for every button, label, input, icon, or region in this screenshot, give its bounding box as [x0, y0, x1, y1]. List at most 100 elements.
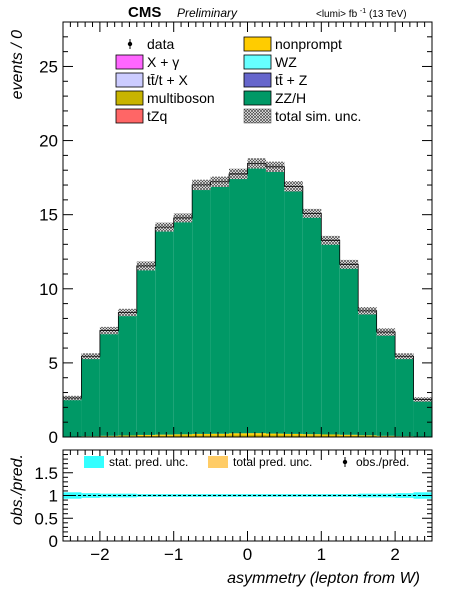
bar-multiboson-4 [136, 435, 156, 437]
legend-wz-swatch [243, 54, 272, 70]
bar-zz-h-9 [229, 173, 248, 434]
legend-tt-t-x-label: tt̄/t + X [147, 72, 189, 88]
x-tick-label: 0 [243, 545, 252, 564]
bar-nonprompt-6 [173, 434, 193, 436]
bar-zz-h-2 [99, 330, 119, 436]
bar-zz-h-13 [302, 213, 322, 435]
bar-nonprompt-10 [247, 433, 266, 435]
ratio-y-axis-label: obs./pred. [9, 454, 26, 525]
main-y-tick-label: 15 [39, 206, 58, 225]
main-y-tick-label: 0 [49, 428, 58, 447]
main-y-tick-label: 10 [39, 280, 58, 299]
bar-multiboson-6 [173, 435, 193, 437]
bar-nonprompt-7 [192, 433, 211, 436]
bar-zz-h-12 [284, 186, 303, 434]
ratio-legend: stat. pred. unc. total pred. unc. obs./pre… [84, 455, 409, 469]
bar-multiboson-10 [247, 434, 266, 437]
bar-zz-h-10 [247, 163, 266, 434]
bar-zz-h-18 [395, 356, 414, 437]
bar-zz-h-1 [81, 356, 100, 437]
bar-nonprompt-15 [339, 434, 359, 436]
legend-nonprompt-label: nonprompt [275, 36, 342, 52]
bar-multiboson-13 [302, 435, 322, 437]
ratio-legend-stat-pred-unc--label: stat. pred. unc. [109, 455, 188, 469]
bar-zz-h-7 [192, 184, 211, 434]
legend-nonprompt-swatch [243, 36, 272, 52]
bar-multiboson-14 [321, 435, 340, 437]
bar-multiboson-15 [339, 435, 359, 437]
ratio-stat-band-10 [247, 494, 266, 497]
bar-nonprompt-4 [136, 434, 156, 436]
experiment-label: CMS [128, 4, 161, 21]
bar-zz-h-17 [376, 332, 396, 436]
bar-zz-h-6 [173, 217, 193, 435]
bar-nonprompt-3 [118, 435, 137, 437]
bar-zz-h-3 [118, 312, 137, 436]
bar-zz-h-19 [413, 399, 432, 437]
legend-multiboson-label: multiboson [147, 90, 215, 106]
main-y-tick-label: 25 [39, 57, 58, 76]
bar-multiboson-7 [192, 435, 211, 437]
ratio-stat-band-13 [302, 494, 322, 497]
ratio-stat-band-3 [118, 493, 137, 498]
bar-nonprompt-9 [229, 433, 248, 436]
main-y-axis-label: events / 0 [9, 30, 26, 99]
lumi-energy: (13 TeV) [369, 9, 407, 20]
x-tick-label: −1 [164, 545, 183, 564]
legend-data-marker [127, 41, 133, 47]
bar-nonprompt-12 [284, 433, 303, 436]
legend-tt-z-label: tt̄ + Z [275, 72, 308, 88]
bar-nonprompt-13 [302, 434, 322, 436]
stack-outline-path [62, 162, 433, 437]
ratio-legend-total-pred-unc--swatch [208, 456, 228, 468]
lumi-label: <lumi> fb -1 (13 TeV) [316, 5, 407, 20]
bar-zz-h-5 [155, 227, 174, 435]
bar-zz-h-15 [339, 264, 359, 435]
bar-multiboson-11 [265, 435, 285, 437]
main-stacked-bars [63, 163, 432, 437]
bar-zz-h-4 [136, 265, 156, 435]
main-axis-ticks: 0 5 10 15 20 25 [39, 21, 433, 447]
bar-multiboson-5 [155, 435, 174, 437]
bar-nonprompt-8 [210, 433, 230, 436]
bar-zz-h-0 [63, 398, 82, 437]
legend-total-sim-unc--swatch [243, 108, 272, 124]
bar-multiboson-16 [358, 435, 377, 437]
x-tick-label: −2 [90, 545, 109, 564]
legend-data-label: data [147, 36, 174, 52]
ratio-legend-obs-pred--label: obs./pred. [356, 455, 409, 469]
legend-x--label: X + γ [147, 54, 179, 70]
legend-tzq-label: tZq [147, 108, 167, 124]
bar-zz-h-14 [321, 240, 340, 435]
legend-tt-z-swatch [243, 72, 272, 88]
main-y-tick-label: 5 [49, 354, 58, 373]
ratio-y-tick-label: 0 [49, 532, 58, 551]
ratio-legend-stat-pred-unc--swatch [84, 456, 104, 468]
bar-nonprompt-5 [155, 434, 174, 436]
ratio-legend-total-pred-unc--label: total pred. unc. [233, 455, 312, 469]
x-tick-label: 2 [390, 545, 399, 564]
legend-x--swatch [115, 54, 144, 70]
lumi-exponent: -1 [360, 8, 366, 15]
legend-zz-h-swatch [243, 90, 272, 106]
ratio-stat-band-6 [173, 494, 193, 497]
bar-nonprompt-16 [358, 435, 377, 436]
bar-multiboson-8 [210, 435, 230, 437]
legend-tzq-swatch [115, 108, 144, 124]
bar-nonprompt-14 [321, 434, 340, 436]
bar-zz-h-16 [358, 310, 377, 436]
ratio-y-tick-label: 0.5 [34, 509, 58, 528]
bar-multiboson-12 [284, 435, 303, 437]
main-y-tick-label: 20 [39, 132, 58, 151]
bar-zz-h-8 [210, 181, 230, 434]
lumi-prefix: <lumi> fb [316, 9, 358, 20]
bar-nonprompt-11 [265, 433, 285, 436]
x-tick-label: 1 [317, 545, 326, 564]
stack-outline [62, 162, 433, 437]
status-label: Preliminary [177, 6, 238, 20]
main-legend: data nonprompt X + γ WZ tt̄/t + X tt̄ + Z mult… [115, 36, 361, 124]
ratio-y-tick-label: 1.5 [34, 464, 58, 483]
bar-multiboson-9 [229, 435, 248, 437]
legend-multiboson-swatch [115, 90, 144, 106]
